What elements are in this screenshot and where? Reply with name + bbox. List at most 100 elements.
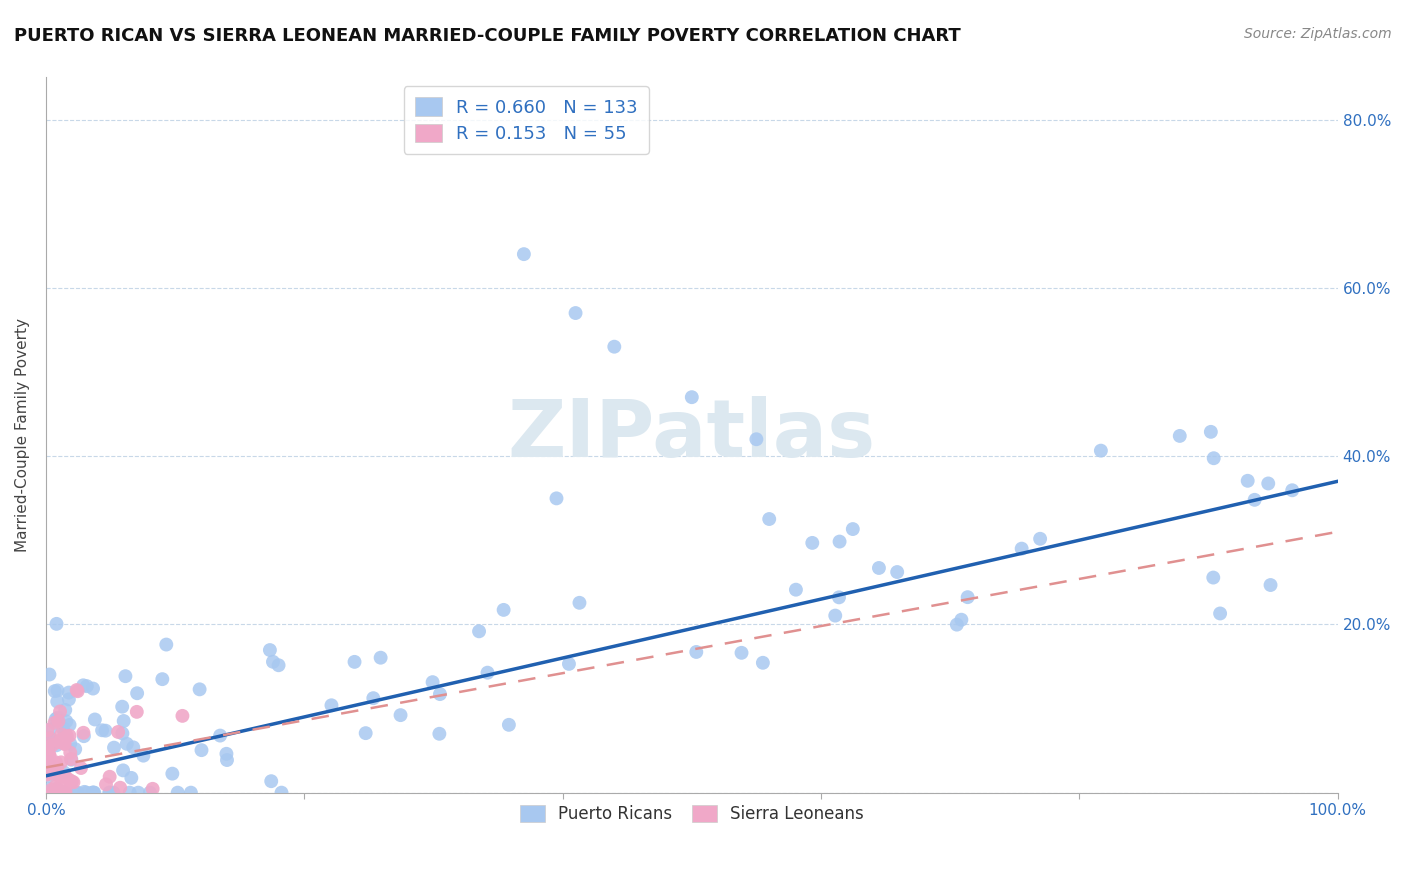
Point (45, 712, 67, 726)
Point (44, 684, 66, 698)
Point (98, 770, 121, 784)
Point (118, 786, 141, 800)
Point (127, 686, 149, 700)
Point (53, 703, 76, 717)
Point (513, 247, 536, 261)
Point (37, 767, 59, 781)
Point (824, 608, 846, 623)
Point (42, 786, 65, 800)
Point (188, 682, 211, 697)
Point (41, 786, 63, 800)
Point (37, 741, 59, 756)
Point (950, 613, 973, 627)
Point (48, 735, 70, 749)
Point (39, 731, 62, 746)
Point (1236, 474, 1258, 488)
Point (498, 718, 520, 732)
Point (38, 748, 60, 763)
Point (62, 775, 84, 789)
Point (49, 756, 72, 770)
Point (82, 681, 104, 696)
Point (53, 726, 76, 740)
Point (55, 770, 77, 784)
Point (132, 748, 155, 763)
Point (55, 714, 77, 729)
Point (558, 657, 581, 671)
Y-axis label: Married-Couple Family Poverty: Married-Couple Family Poverty (15, 318, 30, 552)
Point (681, 390, 703, 404)
Point (66, 786, 89, 800)
Point (48, 714, 70, 729)
Point (41, 756, 63, 770)
Legend: Puerto Ricans, Sierra Leoneans: Puerto Ricans, Sierra Leoneans (508, 793, 876, 834)
Point (48, 768, 70, 782)
Point (52, 722, 75, 736)
Point (685, 645, 707, 659)
Point (139, 786, 162, 800)
Point (429, 687, 451, 701)
Point (108, 780, 131, 795)
Point (45, 781, 67, 796)
Point (112, 714, 135, 728)
Point (354, 726, 377, 740)
Point (41, 782, 63, 797)
Point (45, 616, 67, 631)
Point (46, 763, 69, 777)
Point (37, 764, 59, 778)
Point (37, 759, 59, 773)
Point (111, 699, 134, 714)
Point (37, 786, 59, 800)
Point (38, 667, 60, 681)
Point (120, 771, 142, 785)
Point (155, 638, 177, 652)
Point (72, 678, 94, 692)
Point (215, 747, 238, 761)
Point (65, 786, 87, 800)
Point (38, 747, 60, 762)
Point (564, 306, 586, 320)
Point (745, 432, 768, 446)
Point (828, 534, 851, 549)
Point (49, 778, 72, 792)
Point (39, 723, 62, 737)
Point (39, 786, 62, 800)
Point (46, 764, 69, 778)
Point (125, 705, 148, 719)
Point (1209, 607, 1232, 621)
Point (370, 650, 392, 665)
Point (55, 784, 77, 798)
Point (262, 655, 284, 669)
Point (56, 729, 79, 743)
Point (39, 756, 62, 770)
Point (45, 756, 67, 770)
Point (112, 764, 135, 778)
Point (44, 715, 66, 730)
Point (321, 698, 343, 713)
Text: ZIPatlas: ZIPatlas (508, 396, 876, 474)
Point (83, 786, 105, 800)
Point (82, 786, 104, 800)
Point (946, 617, 969, 632)
Point (94, 723, 117, 738)
Point (127, 786, 149, 800)
Point (752, 656, 775, 670)
Point (190, 743, 212, 757)
Point (60, 774, 83, 789)
Point (53, 737, 76, 751)
Point (53, 737, 76, 751)
Point (103, 740, 125, 755)
Point (58, 729, 80, 743)
Point (60, 753, 83, 767)
Point (162, 766, 184, 780)
Point (122, 740, 145, 755)
Point (60, 752, 83, 766)
Point (546, 491, 568, 506)
Point (468, 624, 491, 639)
Point (52, 765, 75, 780)
Point (83, 713, 105, 727)
Point (37, 766, 59, 780)
Point (956, 590, 979, 604)
Point (63, 742, 86, 756)
Point (1202, 570, 1225, 584)
Point (53, 786, 76, 800)
